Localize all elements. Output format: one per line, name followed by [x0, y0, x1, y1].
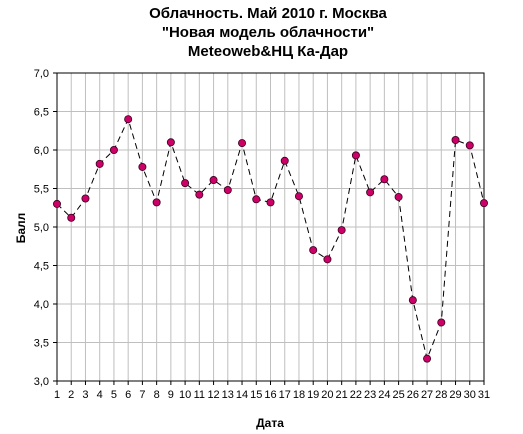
x-tick-label-3: 3 — [82, 389, 88, 401]
data-point-12 — [209, 176, 218, 185]
data-point-1 — [53, 199, 62, 208]
data-point-7 — [138, 162, 147, 171]
data-point-21 — [337, 226, 346, 235]
data-point-14 — [238, 139, 247, 148]
y-tick-label-5: 5,5 — [34, 184, 49, 196]
data-point-20 — [323, 255, 332, 264]
x-tick-label-29: 29 — [449, 389, 461, 401]
x-tick-label-28: 28 — [435, 389, 447, 401]
y-tick-label-6: 6,0 — [34, 145, 49, 157]
data-point-18 — [294, 192, 303, 201]
y-axis-title: Балл — [14, 213, 28, 244]
x-tick-label-13: 13 — [222, 389, 234, 401]
data-point-3 — [81, 194, 90, 203]
x-tick-label-27: 27 — [421, 389, 433, 401]
data-point-25 — [394, 192, 403, 201]
x-tick-label-26: 26 — [407, 389, 419, 401]
data-point-2 — [67, 213, 76, 222]
y-tick-label-3: 4,5 — [34, 261, 49, 273]
data-point-11 — [195, 190, 204, 199]
x-tick-label-7: 7 — [139, 389, 145, 401]
data-point-13 — [223, 186, 232, 195]
data-point-9 — [166, 138, 175, 147]
x-tick-label-31: 31 — [478, 389, 490, 401]
x-tick-label-18: 18 — [293, 389, 305, 401]
data-point-26 — [408, 296, 417, 305]
data-point-5 — [109, 145, 118, 154]
data-point-24 — [380, 175, 389, 184]
data-point-28 — [437, 318, 446, 327]
x-tick-label-17: 17 — [279, 389, 291, 401]
x-tick-label-9: 9 — [168, 389, 174, 401]
x-tick-label-4: 4 — [97, 389, 103, 401]
y-tick-label-2: 4,0 — [34, 299, 49, 311]
x-tick-label-15: 15 — [250, 389, 262, 401]
data-point-6 — [124, 115, 133, 124]
x-tick-label-5: 5 — [111, 389, 117, 401]
data-point-19 — [309, 246, 318, 255]
data-point-8 — [152, 198, 161, 207]
chart-title-line-2: "Новая модель облачности" — [162, 24, 374, 41]
data-point-10 — [181, 179, 190, 188]
data-point-27 — [423, 354, 432, 363]
x-tick-label-19: 19 — [307, 389, 319, 401]
data-point-23 — [366, 188, 375, 197]
data-point-16 — [266, 198, 275, 207]
x-tick-label-16: 16 — [264, 389, 276, 401]
y-tick-label-8: 7,0 — [34, 68, 49, 80]
x-tick-label-25: 25 — [392, 389, 404, 401]
data-point-31 — [479, 199, 488, 208]
x-tick-label-6: 6 — [125, 389, 131, 401]
x-tick-label-24: 24 — [378, 389, 390, 401]
x-tick-label-12: 12 — [207, 389, 219, 401]
x-axis-title: Дата — [256, 416, 284, 430]
data-point-4 — [95, 159, 104, 168]
x-tick-label-14: 14 — [236, 389, 248, 401]
data-point-30 — [465, 141, 474, 150]
x-tick-label-23: 23 — [364, 389, 376, 401]
x-tick-label-10: 10 — [179, 389, 191, 401]
tick-labels: 1 2 3 4 5 6 7 8 9 10 11 12 13 14 15 16 17 18 19 20 21 22 23 24 2… — [34, 68, 490, 401]
y-tick-label-4: 5,0 — [34, 222, 49, 234]
x-tick-label-2: 2 — [68, 389, 74, 401]
x-tick-label-20: 20 — [321, 389, 333, 401]
data-point-17 — [280, 156, 289, 165]
y-tick-label-1: 3,5 — [34, 338, 49, 350]
chart-title-line-1: Облачность. Май 2010 г. Москва — [149, 5, 387, 22]
chart-title-line-3: Meteoweb&НЦ Ка-Дар — [188, 43, 348, 60]
y-tick-label-7: 6,5 — [34, 107, 49, 119]
y-tick-label-0: 3,0 — [34, 376, 49, 388]
plot-frame — [56, 72, 485, 382]
data-point-29 — [451, 135, 460, 144]
x-tick-label-1: 1 — [54, 389, 60, 401]
x-tick-label-30: 30 — [464, 389, 476, 401]
grid — [53, 72, 485, 385]
x-tick-label-8: 8 — [154, 389, 160, 401]
data-point-15 — [252, 195, 261, 204]
x-tick-label-22: 22 — [350, 389, 362, 401]
x-tick-label-21: 21 — [336, 389, 348, 401]
x-tick-label-11: 11 — [194, 389, 205, 401]
data-point-22 — [351, 151, 360, 160]
data-points — [53, 115, 488, 363]
